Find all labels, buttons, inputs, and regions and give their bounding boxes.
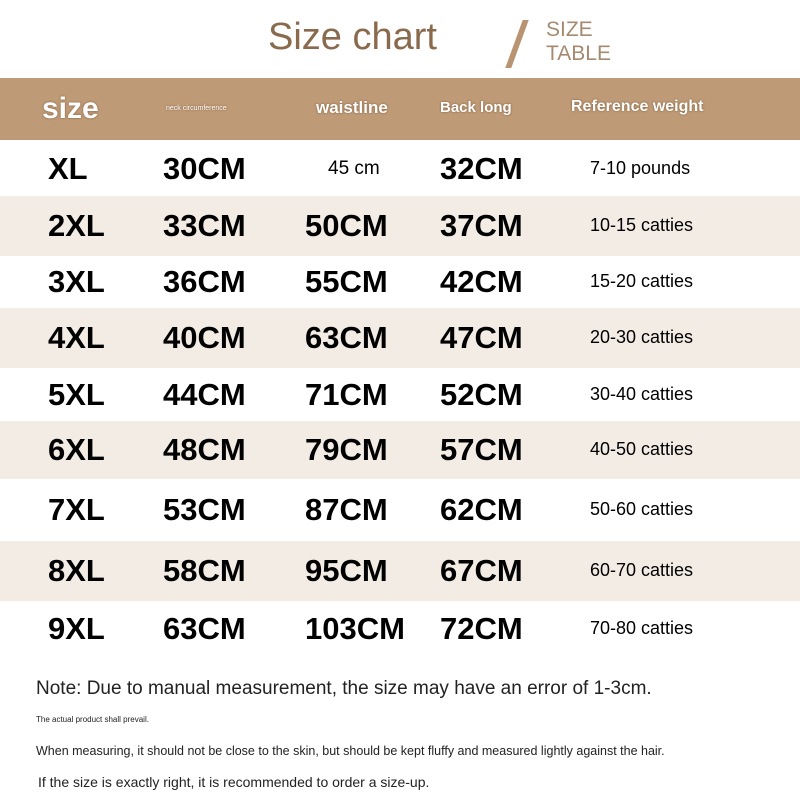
subtitle-line-1: SIZE <box>546 18 593 41</box>
cell-weight: 7-10 pounds <box>590 157 691 178</box>
table-row: 6XL 48CM 79CM 57CM 40-50 catties <box>0 421 800 479</box>
cell-weight: 60-70 catties <box>590 560 694 580</box>
cell-weight: 40-50 catties <box>590 439 694 459</box>
cell-neck: 40CM <box>163 320 246 355</box>
cell-back: 72CM <box>440 611 523 646</box>
cell-size: 7XL <box>48 492 105 527</box>
cell-size: XL <box>48 150 88 186</box>
cell-waist: 87CM <box>305 492 388 527</box>
cell-back: 32CM <box>440 150 523 186</box>
cell-neck: 30CM <box>163 150 246 186</box>
cell-size: 6XL <box>48 432 105 467</box>
subtitle-line-2: TABLE <box>546 42 611 65</box>
table-row: 7XL 53CM 87CM 62CM 50-60 catties <box>0 479 800 541</box>
cell-waist: 95CM <box>305 553 388 588</box>
header-neck: neck circumference <box>166 105 227 112</box>
cell-waist: 71CM <box>305 376 388 412</box>
header-size: size <box>42 92 99 125</box>
cell-back: 67CM <box>440 553 523 588</box>
cell-neck: 63CM <box>163 611 246 646</box>
cell-weight: 70-80 catties <box>590 618 694 638</box>
cell-weight: 50-60 catties <box>590 499 694 519</box>
table-row: 5XL 44CM 71CM 52CM 30-40 catties <box>0 368 800 421</box>
cell-back: 57CM <box>440 432 523 467</box>
cell-back: 62CM <box>440 492 523 527</box>
note-size-up: If the size is exactly right, it is reco… <box>38 774 430 790</box>
cell-neck: 48CM <box>163 432 246 467</box>
cell-neck: 36CM <box>163 264 246 299</box>
cell-back: 47CM <box>440 320 523 355</box>
cell-weight: 30-40 catties <box>590 383 694 404</box>
note-error: Note: Due to manual measurement, the siz… <box>36 678 652 699</box>
cell-neck: 53CM <box>163 492 246 527</box>
page-title: Size chart <box>268 16 437 58</box>
table-row: 3XL 36CM 55CM 42CM 15-20 catties <box>0 256 800 308</box>
cell-waist: 45 cm <box>328 157 380 179</box>
cell-neck: 33CM <box>163 208 246 243</box>
cell-waist: 50CM <box>305 208 388 243</box>
header-weight: Reference weight <box>571 98 704 115</box>
note-measuring: When measuring, it should not be close t… <box>36 744 665 758</box>
table-row: 2XL 33CM 50CM 37CM 10-15 catties <box>0 196 800 256</box>
cell-back: 52CM <box>440 376 523 412</box>
cell-back: 37CM <box>440 208 523 243</box>
header-waist: waistline <box>316 98 388 117</box>
cell-waist: 55CM <box>305 264 388 299</box>
cell-size: 2XL <box>48 208 105 243</box>
cell-weight: 15-20 catties <box>590 271 694 291</box>
cell-size: 3XL <box>48 264 105 299</box>
cell-weight: 10-15 catties <box>590 215 694 235</box>
table-row: 9XL 63CM 103CM 72CM 70-80 catties <box>0 601 800 657</box>
slash-divider <box>505 20 529 68</box>
cell-waist: 103CM <box>305 611 405 646</box>
table-header: size neck circumference waistline Back l… <box>0 78 800 140</box>
cell-weight: 20-30 catties <box>590 327 694 347</box>
header-back: Back long <box>440 99 512 116</box>
table-row: 8XL 58CM 95CM 67CM 60-70 catties <box>0 541 800 601</box>
subtitle: SIZE TABLE <box>546 18 611 66</box>
cell-size: 5XL <box>48 376 105 412</box>
cell-size: 4XL <box>48 320 105 355</box>
cell-waist: 63CM <box>305 320 388 355</box>
cell-waist: 79CM <box>305 432 388 467</box>
cell-neck: 44CM <box>163 376 246 412</box>
cell-size: 8XL <box>48 553 105 588</box>
cell-size: 9XL <box>48 611 105 646</box>
table-row: 4XL 40CM 63CM 47CM 20-30 catties <box>0 308 800 368</box>
note-actual-product: The actual product shall prevail. <box>36 715 149 724</box>
table-row: XL 30CM 45 cm 32CM 7-10 pounds <box>0 141 800 196</box>
cell-back: 42CM <box>440 264 523 299</box>
cell-neck: 58CM <box>163 553 246 588</box>
